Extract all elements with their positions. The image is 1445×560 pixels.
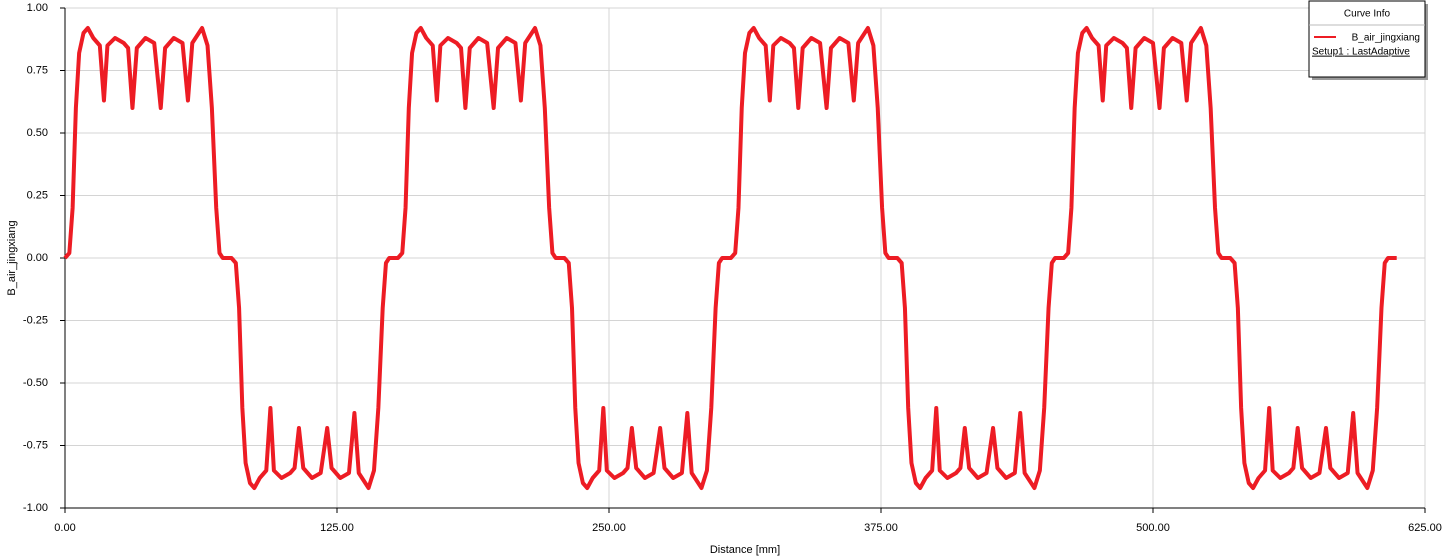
y-tick-label: 0.00 xyxy=(27,252,48,264)
y-tick-label: 0.25 xyxy=(27,189,48,201)
y-tick-label: 0.50 xyxy=(27,127,48,139)
y-tick-label: -0.25 xyxy=(23,314,48,326)
legend-title: Curve Info xyxy=(1344,9,1391,20)
y-tick-label: 1.00 xyxy=(27,2,48,14)
legend: Curve Info B_air_jingxiang Setup1 : LastAd… xyxy=(1308,0,1428,80)
y-tick-label: -0.50 xyxy=(23,377,48,389)
legend-box xyxy=(1308,0,1426,78)
y-tick-label: -0.75 xyxy=(23,439,48,451)
x-axis-label: Distance [mm] xyxy=(710,544,780,556)
x-tick-label: 375.00 xyxy=(864,522,898,534)
x-tick-label: 625.00 xyxy=(1408,522,1442,534)
x-tick-label: 500.00 xyxy=(1136,522,1170,534)
y-tick-label: 0.75 xyxy=(27,64,48,76)
y-axis-label: B_air_jingxiang xyxy=(6,220,18,295)
legend-source: Setup1 : LastAdaptive xyxy=(1312,47,1410,58)
y-tick-label: -1.00 xyxy=(23,502,48,514)
x-tick-label: 0.00 xyxy=(54,522,75,534)
x-tick-label: 125.00 xyxy=(320,522,354,534)
x-tick-label: 250.00 xyxy=(592,522,626,534)
data-line xyxy=(63,26,1397,490)
legend-label: B_air_jingxiang xyxy=(1352,33,1420,44)
